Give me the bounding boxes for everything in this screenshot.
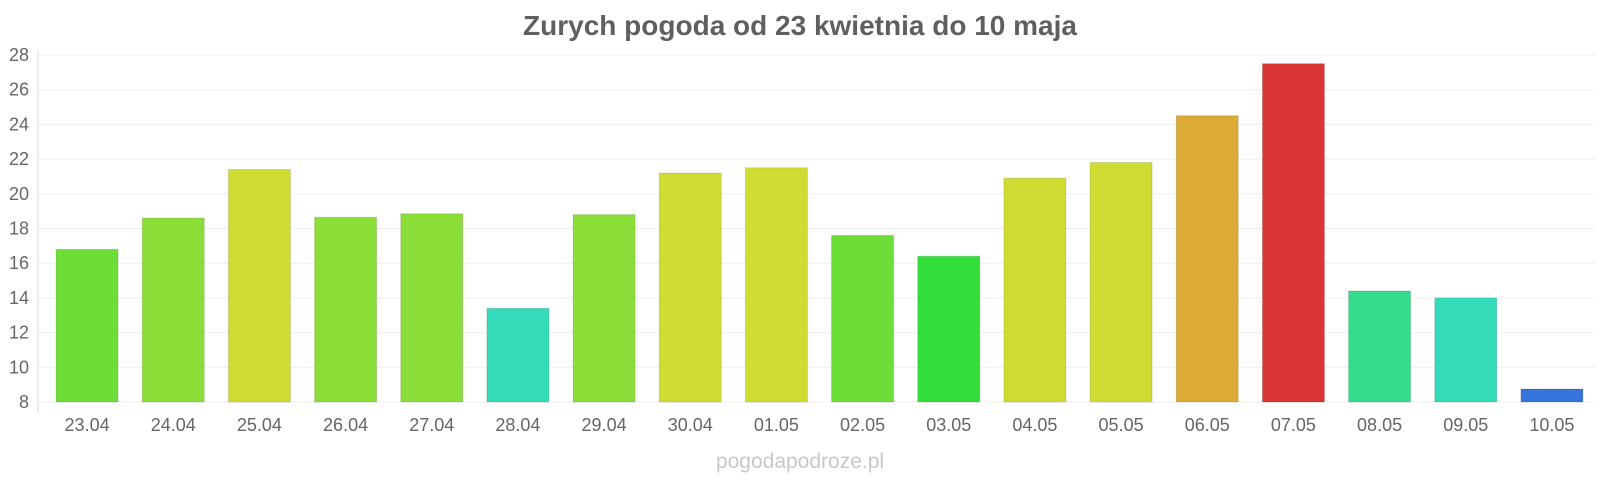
- x-tick-label: 09.05: [1443, 415, 1488, 435]
- x-axis-ticks: 23.04 24.04 25.04 26.04 27.04 28.04 29.04 30.04…: [65, 415, 1575, 435]
- y-tick-label: 10: [9, 357, 29, 377]
- x-tick-label: 26.04: [323, 415, 368, 435]
- bar-02.05: [831, 234, 895, 403]
- bar-28.04: [486, 307, 550, 403]
- y-tick-label: 18: [9, 219, 29, 239]
- bar-30.04: [658, 172, 722, 403]
- bar-10.05: [1520, 388, 1584, 403]
- x-tick-label: 08.05: [1357, 415, 1402, 435]
- bar-08.05: [1348, 290, 1412, 403]
- x-tick-label: 06.05: [1185, 415, 1230, 435]
- y-tick-label: 14: [9, 288, 29, 308]
- y-tick-label: 12: [9, 323, 29, 343]
- bar-07.05: [1261, 63, 1325, 403]
- bar-06.05: [1175, 115, 1239, 403]
- y-tick-label: 28: [9, 45, 29, 65]
- x-tick-label: 02.05: [840, 415, 885, 435]
- y-tick-label: 26: [9, 80, 29, 100]
- x-tick-label: 07.05: [1271, 415, 1316, 435]
- x-tick-label: 23.04: [65, 415, 110, 435]
- bar-25.04: [227, 169, 291, 403]
- grid-lines: [38, 54, 1595, 403]
- y-tick-label: 22: [9, 149, 29, 169]
- y-axis-ticks: 8 10 12 14 16 18 20 22 24 26 28: [9, 45, 29, 412]
- bar-24.04: [141, 217, 205, 403]
- bar-05.05: [1089, 162, 1153, 403]
- y-tick-label: 8: [19, 392, 29, 412]
- chart-title: Zurych pogoda od 23 kwietnia do 10 maja: [523, 10, 1077, 41]
- x-tick-label: 30.04: [668, 415, 713, 435]
- bar-03.05: [917, 255, 981, 403]
- x-tick-label: 01.05: [754, 415, 799, 435]
- y-tick-label: 20: [9, 184, 29, 204]
- bar-29.04: [572, 214, 636, 403]
- bar-27.04: [400, 213, 464, 403]
- x-tick-label: 25.04: [237, 415, 282, 435]
- x-tick-label: 04.05: [1012, 415, 1057, 435]
- x-tick-label: 29.04: [582, 415, 627, 435]
- bar-26.04: [314, 216, 378, 403]
- bar-09.05: [1434, 297, 1498, 403]
- x-tick-label: 10.05: [1529, 415, 1574, 435]
- bar-04.05: [1003, 177, 1067, 403]
- bar-23.04: [55, 248, 119, 403]
- x-tick-label: 28.04: [495, 415, 540, 435]
- y-tick-label: 24: [9, 114, 29, 134]
- bars: [55, 63, 1584, 403]
- bar-01.05: [744, 167, 808, 403]
- x-tick-label: 24.04: [151, 415, 196, 435]
- x-tick-label: 05.05: [1099, 415, 1144, 435]
- x-tick-label: 27.04: [409, 415, 454, 435]
- watermark: pogodapodroze.pl: [715, 450, 885, 473]
- y-tick-label: 16: [9, 253, 29, 273]
- x-tick-label: 03.05: [926, 415, 971, 435]
